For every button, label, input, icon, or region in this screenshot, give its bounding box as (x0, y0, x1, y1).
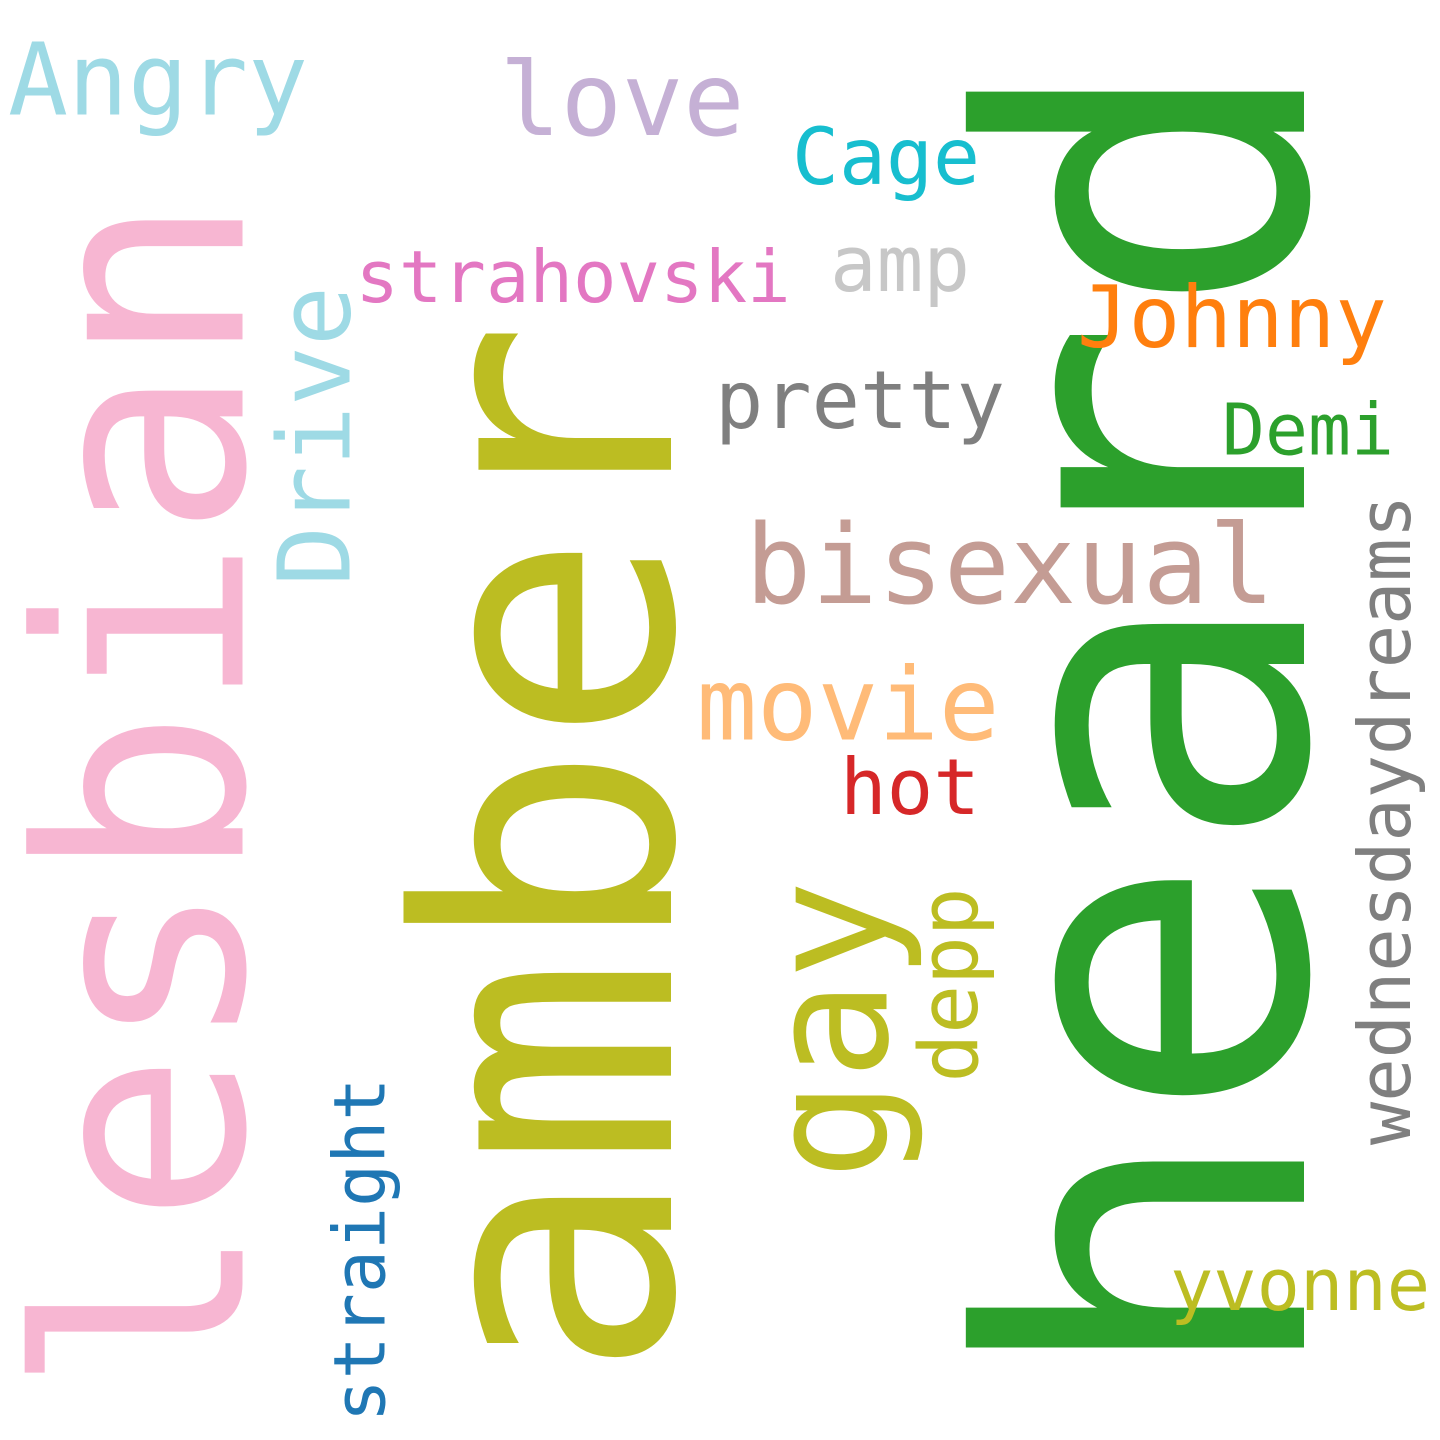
word-johnny: Johnny (1077, 268, 1387, 368)
word-depp: depp (903, 887, 997, 1082)
word-movie: movie (696, 647, 999, 764)
word-love: love (500, 41, 745, 159)
word-strahovski: strahovski (355, 236, 790, 320)
word-lesbian: lesbian (0, 195, 311, 1395)
word-pretty: pretty (715, 353, 1005, 447)
word-gay: gay (734, 880, 927, 1180)
word-wednesdaydreams: wednesdaydreams (1343, 495, 1427, 1145)
word-hot: hot (840, 743, 980, 833)
word-straight: straight (319, 1078, 402, 1423)
word-cage: Cage (792, 113, 980, 203)
word-bisexual: bisexual (745, 501, 1275, 629)
word-amber: amber (345, 320, 755, 1380)
word-angry: Angry (8, 22, 308, 139)
word-heard: heard (891, 50, 1409, 1390)
word-drive: Drive (257, 286, 374, 586)
word-demi: Demi (1222, 389, 1394, 472)
word-yvonne: yvonne (1170, 1243, 1430, 1327)
word-amp: amp (830, 220, 970, 310)
